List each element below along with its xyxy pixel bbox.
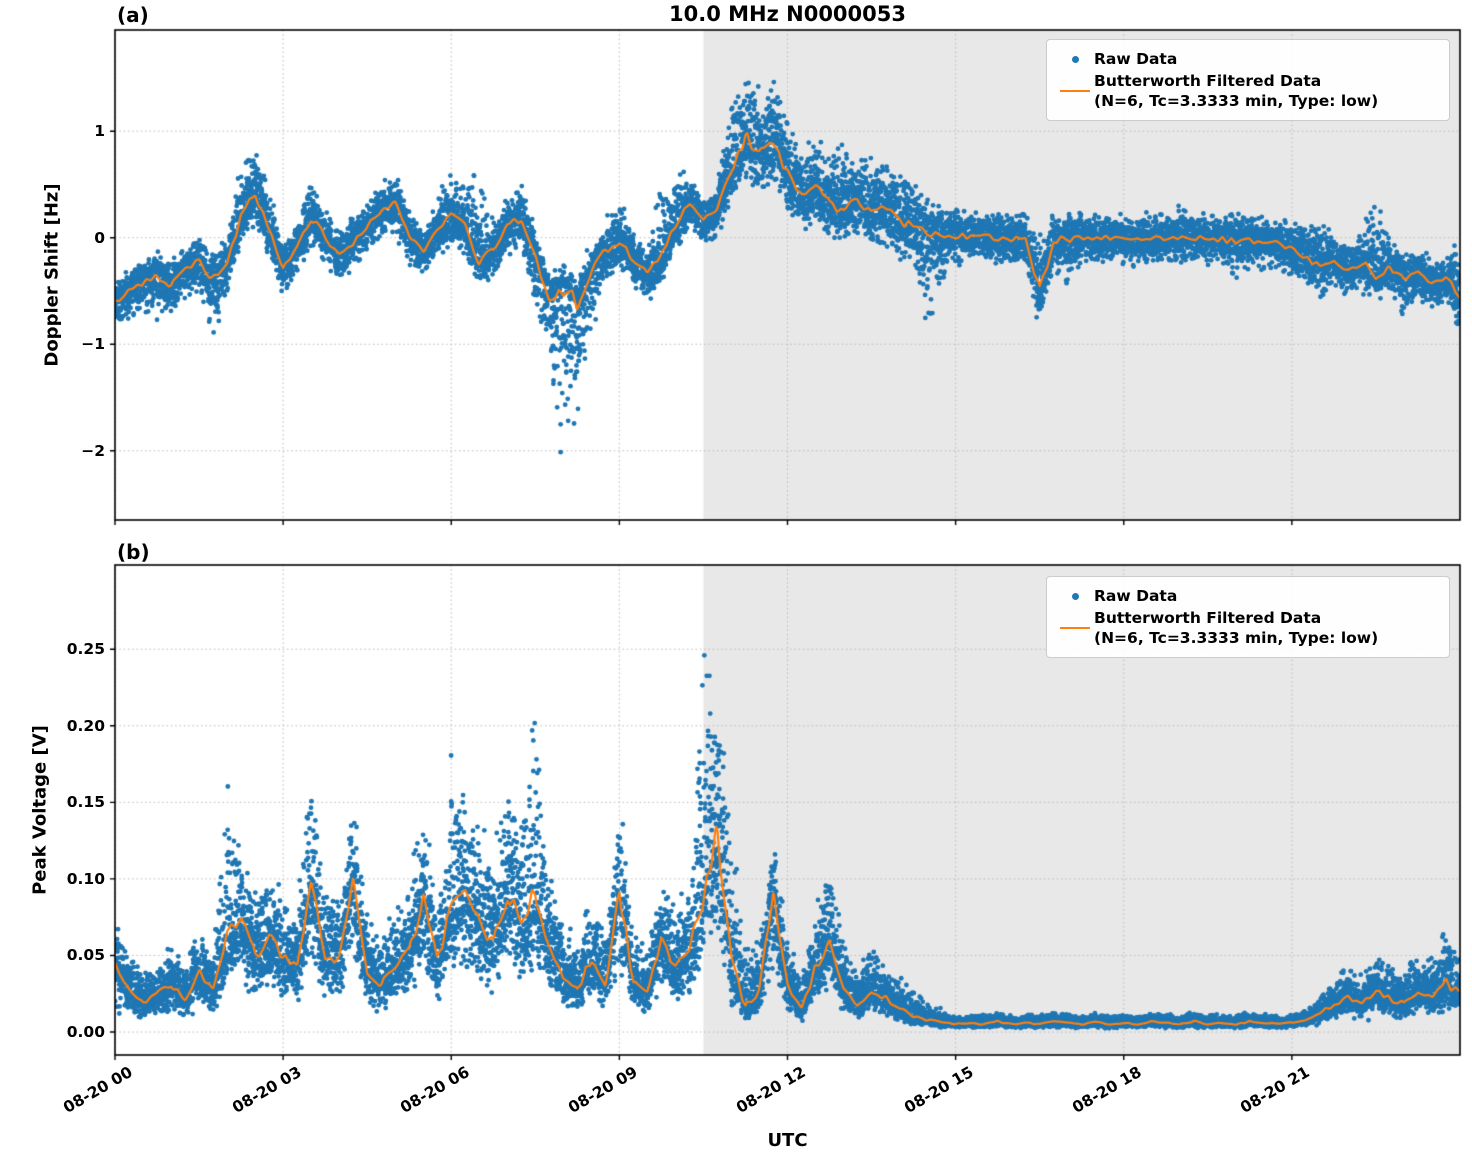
- legend-filtered-params: (N=6, Tc=3.3333 min, Type: low): [1094, 92, 1379, 110]
- filtered-line-icon: [1060, 90, 1090, 92]
- legend-entry-raw: Raw Data: [1056, 586, 1440, 606]
- filtered-line-icon: [1060, 627, 1090, 629]
- y-tick-label: 1: [94, 122, 105, 141]
- legend-marker-cell: [1056, 90, 1094, 92]
- y-tick-label: −2: [81, 441, 105, 460]
- raw-data-dot-icon: [1071, 592, 1079, 600]
- y-tick-label: 0.20: [66, 716, 105, 735]
- panel-b-label: (b): [117, 540, 150, 564]
- y-tick-label: 0.05: [66, 946, 105, 965]
- y-tick-label: 0.15: [66, 793, 105, 812]
- legend-filtered-label: Butterworth Filtered Data: [1094, 609, 1322, 627]
- y-tick-label: −1: [81, 335, 105, 354]
- legend-marker-cell: [1056, 55, 1094, 63]
- legend-panel-b: Raw Data Butterworth Filtered Data (N=6,…: [1046, 576, 1450, 658]
- legend-raw-label: Raw Data: [1094, 587, 1178, 605]
- y-tick-label: 0.25: [66, 640, 105, 659]
- legend-entry-filtered: Butterworth Filtered Data (N=6, Tc=3.333…: [1056, 608, 1440, 648]
- legend-marker-cell: [1056, 592, 1094, 600]
- panel-a-label: (a): [117, 3, 149, 27]
- legend-filtered-label: Butterworth Filtered Data: [1094, 72, 1322, 90]
- raw-data-dot-icon: [1071, 55, 1079, 63]
- legend-panel-a: Raw Data Butterworth Filtered Data (N=6,…: [1046, 39, 1450, 121]
- legend-entry-raw: Raw Data: [1056, 49, 1440, 69]
- figure-title: 10.0 MHz N0000053: [669, 2, 906, 26]
- y-tick-label: 0: [94, 228, 105, 247]
- y-tick-label: 0.10: [66, 869, 105, 888]
- legend-marker-cell: [1056, 627, 1094, 629]
- legend-filtered-params: (N=6, Tc=3.3333 min, Type: low): [1094, 629, 1379, 647]
- y-tick-label: 0.00: [66, 1023, 105, 1042]
- x-axis-label: UTC: [767, 1130, 808, 1151]
- legend-raw-label: Raw Data: [1094, 50, 1178, 68]
- legend-entry-filtered: Butterworth Filtered Data (N=6, Tc=3.333…: [1056, 71, 1440, 111]
- legend-filtered-text: Butterworth Filtered Data (N=6, Tc=3.333…: [1094, 608, 1378, 648]
- legend-filtered-text: Butterworth Filtered Data (N=6, Tc=3.333…: [1094, 71, 1378, 111]
